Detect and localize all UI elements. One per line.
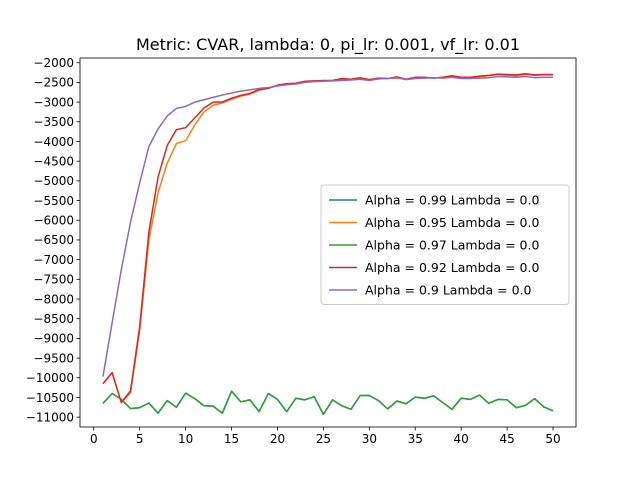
y-tick-label-9: −6500 [33, 233, 74, 247]
y-tick-label-10: −6000 [33, 214, 74, 228]
y-tick-label-16: −3000 [33, 95, 74, 109]
series-layer [102, 73, 554, 416]
y-tick-label-3: −9500 [33, 351, 74, 365]
series-line-4 [102, 75, 554, 377]
chart-title: Metric: CVAR, lambda: 0, pi_lr: 0.001, v… [136, 35, 520, 55]
y-tick-label-5: −8500 [33, 312, 74, 326]
legend-label-1: Alpha = 0.95 Lambda = 0.0 [365, 215, 539, 230]
y-tick-label-18: −2000 [33, 56, 74, 70]
x-tick-label-2: 10 [178, 432, 193, 446]
y-tick-label-7: −7500 [33, 273, 74, 287]
x-tick-label-5: 25 [316, 432, 331, 446]
legend-label-3: Alpha = 0.92 Lambda = 0.0 [365, 260, 539, 275]
y-tick-label-14: −4000 [33, 135, 74, 149]
y-tick-label-4: −9000 [33, 332, 74, 346]
y-tick-label-11: −5500 [33, 194, 74, 208]
legend-label-0: Alpha = 0.99 Lambda = 0.0 [365, 193, 539, 208]
y-tick-label-13: −4500 [33, 154, 74, 168]
x-tick-label-6: 30 [362, 432, 377, 446]
x-tick-label-9: 45 [499, 432, 514, 446]
series-line-2 [102, 390, 554, 416]
y-tick-label-6: −8000 [33, 292, 74, 306]
x-tick-label-0: 0 [90, 432, 98, 446]
y-tick-label-2: −10000 [26, 371, 74, 385]
y-tick-label-15: −3500 [33, 115, 74, 129]
x-tick-label-8: 40 [454, 432, 469, 446]
legend-box [320, 184, 570, 305]
x-tick-label-10: 50 [545, 432, 560, 446]
axes-frame [79, 57, 577, 428]
legend-label-2: Alpha = 0.97 Lambda = 0.0 [365, 238, 539, 253]
x-tick-label-7: 35 [408, 432, 423, 446]
x-tick-label-4: 20 [270, 432, 285, 446]
legend-label-4: Alpha = 0.9 Lambda = 0.0 [365, 283, 531, 298]
axes-layer: 0 5 10 15 20 25 30 35 40 45 50 −11000 −10500 −10000 −9… [26, 56, 577, 446]
y-tick-label-0: −11000 [26, 410, 74, 424]
x-tick-label-1: 5 [136, 432, 144, 446]
legend: Alpha = 0.99 Lambda = 0.0 Alpha = 0.95 La… [320, 184, 570, 305]
y-tick-label-17: −2500 [33, 76, 74, 90]
x-tick-label-3: 15 [224, 432, 239, 446]
y-tick-label-8: −7000 [33, 253, 74, 267]
y-tick-label-12: −5000 [33, 174, 74, 188]
y-tick-label-1: −10500 [26, 391, 74, 405]
